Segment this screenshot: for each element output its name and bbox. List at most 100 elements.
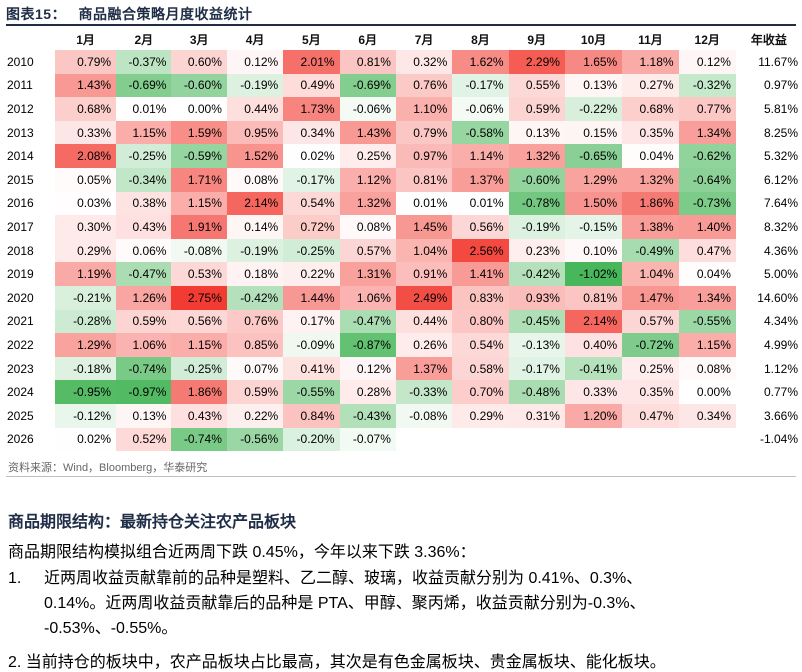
annual-return: 6.12% (763, 172, 798, 187)
heatmap-row: 2024 -0.95% -0.97% 1.86% 0.59% -0.55% 0.28% -0.… (0, 380, 802, 404)
heatmap-cell: 0.08% (226, 167, 284, 192)
heatmap-cell: 2.29% (508, 50, 565, 74)
annual-return: 3.66% (763, 408, 798, 423)
heatmap-cell: 1.15% (171, 333, 227, 357)
figure-source: 资料来源：Wind，Bloomberg，华泰研究 (8, 462, 208, 474)
month-header: 8月 (471, 32, 490, 47)
annual-return: 1.12% (763, 361, 798, 376)
heatmap-cell: -0.22% (564, 97, 623, 121)
heatmap-cell: 0.28% (339, 380, 396, 404)
heatmap-cell: 0.30% (54, 215, 117, 239)
heatmap-row: 2023 -0.18% -0.74% -0.25% 0.07% 0.41% 0.12% 1.3… (0, 356, 802, 381)
heatmap-row: 2022 1.29% 1.06% 1.15% 0.85% -0.09% -0.87% 0.26… (0, 333, 802, 357)
year-label: 2011 (7, 78, 33, 93)
heatmap-cell: -0.65% (564, 144, 623, 168)
heatmap-cell: 1.50% (564, 191, 623, 216)
month-header: 6月 (358, 32, 378, 47)
heatmap-cell: -0.87% (339, 333, 396, 357)
heatmap-cell: 1.31% (339, 262, 396, 286)
heatmap-cell: 1.29% (564, 167, 623, 192)
heatmap-cell: -0.17% (508, 356, 565, 381)
heatmap-row: 2012 0.68% 0.01% 0.00% 0.44% 1.73% -0.06% 1.10%… (0, 97, 802, 121)
year-label: 2018 (7, 243, 34, 258)
heatmap-cell: 0.15% (564, 120, 623, 145)
heatmap-cell (564, 427, 623, 452)
heatmap-row: 2014 2.08% -0.25% -0.59% 1.52% 0.02% 0.25% 0.97… (0, 144, 802, 168)
heatmap-cell: -0.43% (339, 403, 396, 428)
heatmap-cell: -0.48% (508, 380, 565, 404)
heatmap-cell: 0.80% (452, 309, 509, 334)
heatmap-cell: 1.71% (171, 167, 227, 192)
heatmap-cell: 0.44% (395, 309, 453, 334)
heatmap-cell: 0.40% (564, 333, 623, 357)
heatmap-cell: 0.32% (395, 50, 453, 74)
heatmap-cell: 1.04% (395, 238, 453, 263)
heatmap-cell: 0.26% (395, 333, 453, 357)
year-label: 2019 (7, 267, 34, 282)
heatmap-cell: 2.08% (54, 144, 117, 168)
heatmap-cell: 0.13% (508, 120, 565, 145)
heatmap-cell: 0.04% (622, 144, 679, 168)
heatmap-cell (452, 427, 509, 452)
heatmap-row: 2019 1.19% -0.47% 0.53% 0.18% 0.22% 1.31% 0.91%… (0, 262, 802, 286)
heatmap-cell: -0.19% (226, 73, 284, 98)
heatmap-cell: 0.10% (564, 238, 623, 263)
heatmap-cell: 0.56% (452, 215, 509, 239)
heatmap-cell: 1.06% (339, 285, 396, 310)
heatmap-cell: 0.41% (283, 356, 340, 381)
list-item-number: 1. (8, 570, 22, 587)
heatmap-cell: 0.13% (564, 73, 623, 98)
monthly-returns-heatmap: 1月 2月 3月 4月 5月 6月 7月 8月 9月 10月 11月 12月 年收益 2010 0.79%… (0, 28, 802, 452)
year-label: 2016 (7, 196, 34, 211)
heatmap-cell: -0.25% (283, 238, 340, 263)
heatmap-cell (395, 427, 453, 452)
heatmap-cell: 0.95% (226, 120, 284, 145)
heatmap-cell: -0.15% (564, 215, 623, 239)
heatmap-cell: -0.64% (678, 167, 736, 192)
figure-title: 图表15： 商品融合策略月度收益统计 (6, 4, 252, 24)
heatmap-cell: -0.73% (678, 191, 736, 216)
heatmap-cell: -0.55% (678, 309, 736, 334)
heatmap-cell: 1.15% (116, 120, 172, 145)
heatmap-cell: -0.37% (116, 50, 172, 74)
year-label: 2021 (7, 314, 34, 329)
heatmap-cell: 1.65% (564, 50, 623, 74)
heatmap-cell: -0.74% (171, 427, 227, 452)
heatmap-cell: 0.22% (283, 262, 340, 286)
heatmap-cell: 1.32% (622, 167, 679, 192)
heatmap-cell: 2.56% (452, 238, 509, 263)
heatmap-row: 2013 0.33% 1.15% 1.59% 0.95% 0.34% 1.43% 0.79% -… (0, 120, 802, 145)
heatmap-cell: 1.15% (171, 191, 227, 216)
heatmap-cell: 1.91% (171, 215, 227, 239)
heatmap-cell: 0.33% (564, 380, 623, 404)
year-label: 2023 (7, 361, 34, 376)
heatmap-cell: -0.59% (171, 144, 227, 168)
heatmap-cell: 1.37% (395, 356, 453, 381)
heatmap-cell: -0.08% (171, 238, 227, 263)
annual-return: 14.60% (757, 290, 798, 305)
year-label: 2013 (7, 125, 34, 140)
heatmap-cell: -0.25% (116, 144, 172, 168)
annual-return: -1.04% (759, 432, 798, 447)
heatmap-cell: 0.83% (452, 285, 509, 310)
heatmap-cell: -0.78% (508, 191, 565, 216)
heatmap-cell: -0.25% (171, 356, 227, 381)
annual-return: 0.77% (763, 385, 798, 400)
heatmap-cell: 0.01% (116, 97, 172, 121)
heatmap-cell: 0.81% (564, 285, 623, 310)
annual-return: 7.64% (763, 196, 798, 211)
heatmap-cell: 0.34% (678, 403, 736, 428)
heatmap-row: 2016 0.03% 0.38% 1.15% 2.14% 0.54% 1.32% 0.01% 0… (0, 191, 802, 216)
heatmap-cell: 1.19% (54, 262, 117, 286)
heatmap-cell: -0.49% (622, 238, 679, 263)
heatmap-cell: -0.97% (116, 380, 172, 404)
figure-title-text: 商品融合策略月度收益统计 (78, 6, 253, 22)
heatmap-cell: 1.86% (171, 380, 227, 404)
heatmap-cell: 0.31% (508, 403, 565, 428)
heatmap-cell: -0.21% (54, 285, 117, 310)
heatmap-row: 2017 0.30% 0.43% 1.91% 0.14% 0.72% 0.08% 1.45% 0… (0, 215, 802, 239)
heatmap-cell: -0.34% (116, 167, 172, 192)
year-label: 2026 (7, 432, 34, 447)
heatmap-cell (622, 427, 679, 452)
heatmap-cell: 2.14% (564, 309, 623, 334)
